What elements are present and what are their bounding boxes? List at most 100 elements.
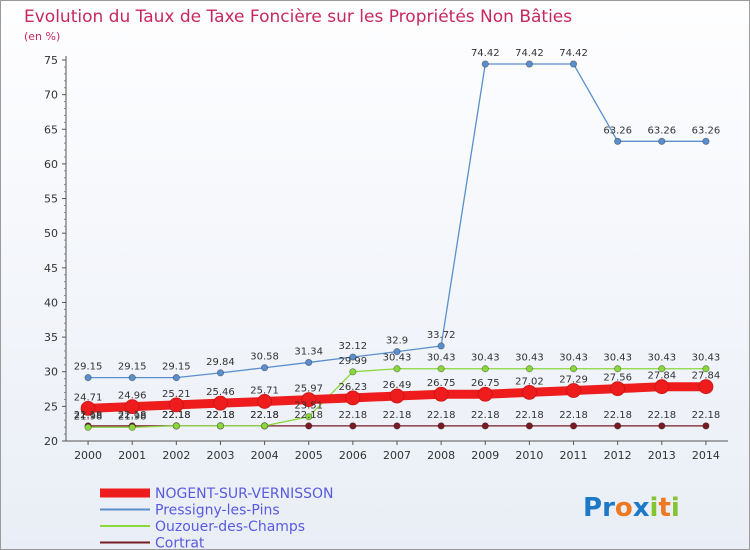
y-tick-label: 55 [44, 193, 58, 206]
data-point [525, 422, 534, 430]
data-point [481, 365, 489, 373]
x-tick-label: 2007 [383, 449, 411, 462]
data-point [349, 353, 357, 361]
data-point [525, 365, 534, 373]
data-label: 31.34 [294, 346, 323, 357]
x-tick-label: 2011 [560, 449, 588, 462]
x-tick-label: 2006 [339, 449, 367, 462]
data-label: 25.97 [294, 384, 323, 395]
data-point [702, 365, 710, 373]
data-point [658, 365, 666, 373]
data-point [610, 381, 626, 397]
data-point [702, 137, 710, 145]
data-label: 22.18 [515, 410, 544, 421]
data-label: 27.84 [647, 371, 676, 382]
data-label: 22.18 [206, 410, 235, 421]
data-label: 32.12 [339, 341, 368, 352]
data-point [698, 379, 714, 395]
data-point [260, 422, 269, 430]
data-point [301, 392, 317, 408]
x-tick-label: 2013 [648, 449, 676, 462]
x-tick-label: 2004 [251, 449, 279, 462]
data-label: 22.18 [162, 410, 191, 421]
data-point [658, 422, 666, 430]
data-point [437, 365, 445, 373]
proxiti-logo-text: Proxiti [583, 493, 680, 523]
data-point [569, 422, 578, 430]
data-label: 63.26 [647, 125, 676, 136]
x-tick-label: 2003 [206, 449, 234, 462]
data-label: 33.72 [427, 330, 456, 341]
data-label: 32.9 [386, 336, 408, 347]
data-label: 22.18 [647, 410, 676, 421]
data-point [168, 397, 184, 413]
data-point [349, 422, 357, 430]
data-point [305, 358, 313, 367]
y-tick-label: 70 [44, 89, 58, 102]
x-tick-label: 2008 [427, 449, 455, 462]
data-point [522, 384, 537, 400]
data-point [702, 422, 710, 430]
y-tick-label: 45 [44, 262, 58, 275]
legend-label: Pressigny-les-Pins [155, 503, 280, 519]
data-label: 30.43 [603, 353, 632, 364]
data-label: 22.18 [427, 410, 456, 421]
data-label: 22.18 [74, 410, 103, 421]
data-point [614, 137, 622, 145]
data-label: 30.43 [559, 353, 588, 364]
data-point [481, 422, 489, 430]
data-label: 22.18 [603, 410, 632, 421]
data-label: 25.46 [206, 387, 235, 398]
x-tick-label: 2014 [692, 449, 720, 462]
data-point [213, 395, 228, 411]
x-tick-label: 2012 [604, 449, 632, 462]
data-point [525, 60, 534, 68]
data-label: 22.18 [250, 410, 279, 421]
data-point [437, 422, 445, 430]
data-label: 30.43 [515, 353, 544, 364]
data-point [477, 386, 493, 402]
data-point [124, 399, 140, 415]
series-line-pressigny-les-pins [88, 63, 706, 379]
data-label: 27.56 [603, 373, 632, 384]
data-point [433, 386, 449, 402]
data-point [305, 413, 313, 421]
data-label: 30.58 [250, 352, 279, 363]
data-label: 22.18 [206, 410, 235, 421]
x-tick-label: 2002 [162, 449, 190, 462]
y-tick-label: 30 [44, 366, 58, 379]
x-tick-label: 2005 [295, 449, 323, 462]
data-label: 30.43 [383, 353, 412, 364]
data-label: 29.99 [339, 356, 368, 367]
data-label: 63.26 [692, 125, 721, 136]
data-point [658, 137, 666, 145]
data-labels: 24.71 24.96 25.21 25.46 25.71 25.97 26.23 26.49… [74, 48, 721, 422]
y-tick-label: 40 [44, 296, 58, 309]
data-label: 27.02 [515, 376, 544, 387]
data-label: 23.51 [294, 401, 323, 412]
data-label: 74.42 [559, 48, 588, 59]
x-tick-label: 2000 [74, 449, 102, 462]
data-point [128, 374, 136, 382]
data-label: 29.84 [206, 357, 235, 368]
data-point [614, 422, 622, 430]
data-label: 21.98 [118, 411, 147, 422]
x-tick-label: 2001 [118, 449, 146, 462]
legend-label: Ouzouer-des-Champs [155, 519, 305, 535]
data-label: 26.75 [427, 378, 456, 389]
data-point [654, 379, 670, 395]
data-point [172, 374, 180, 382]
data-label: 26.75 [471, 378, 500, 389]
y-tick-label: 60 [44, 158, 58, 171]
data-label: 27.84 [692, 371, 721, 382]
data-label: 30.43 [427, 353, 456, 364]
data-point [393, 348, 401, 356]
data-point [345, 390, 361, 406]
legend-label: NOGENT-SUR-VERNISSON [155, 486, 334, 502]
data-label: 22.18 [250, 410, 279, 421]
series-lines [80, 60, 714, 431]
data-label: 30.43 [647, 353, 676, 364]
data-label: 22.18 [162, 410, 191, 421]
